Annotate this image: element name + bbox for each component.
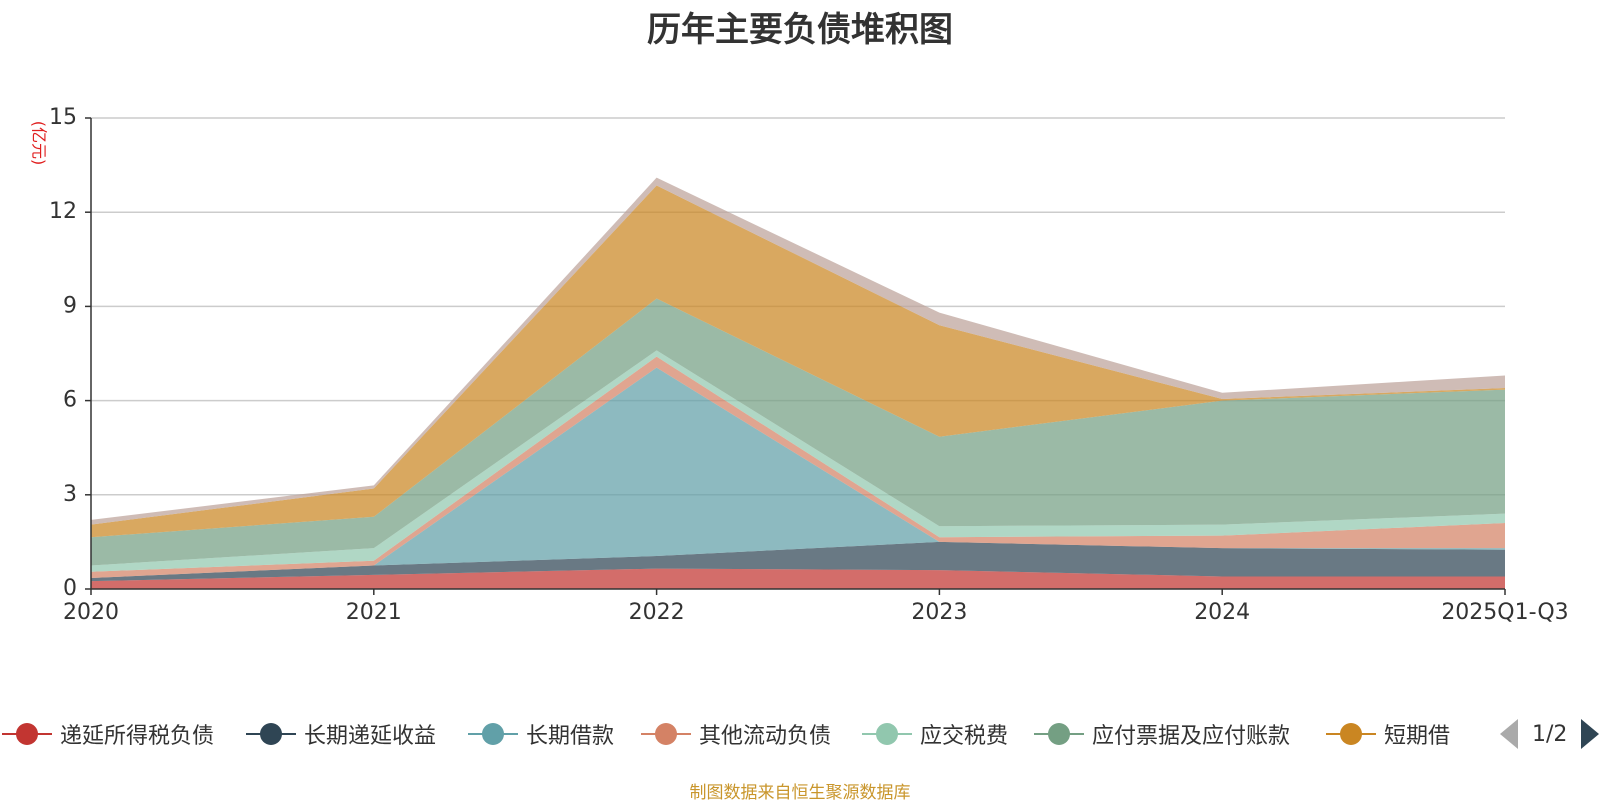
legend-item[interactable]: 短期借 — [1326, 714, 1450, 754]
legend-label: 应付票据及应付账款 — [1092, 724, 1291, 749]
legend-marker-icon — [862, 714, 912, 754]
legend-label: 其他流动负债 — [699, 724, 832, 749]
legend-pager: 1/2 — [1500, 714, 1600, 754]
legend-page-indicator: 1/2 — [1532, 721, 1568, 747]
area-series-2 — [91, 541, 1505, 582]
y-axis-label: (亿元) — [30, 121, 49, 166]
y-tick-label: 3 — [63, 482, 77, 507]
y-tick-label: 9 — [63, 293, 77, 318]
legend-marker-icon — [641, 714, 691, 754]
legend-label: 长期借款 — [526, 724, 615, 749]
x-tick-label: 2021 — [346, 600, 402, 625]
y-tick-label: 6 — [63, 388, 77, 413]
source-note: 制图数据来自恒生聚源数据库 — [689, 783, 911, 803]
y-axis-ticks: 0 3 6 9 12 15 — [49, 105, 91, 601]
area-series-group — [91, 177, 1505, 589]
x-tick-label: 2024 — [1194, 600, 1250, 625]
area-series-7 — [91, 185, 1505, 538]
area-series-8 — [91, 177, 1505, 525]
x-tick-label: 2023 — [911, 600, 967, 625]
legend-marker-icon — [2, 714, 52, 754]
x-tick-label: 2020 — [63, 600, 119, 625]
legend-label: 长期递延收益 — [304, 724, 437, 749]
x-tick-label: 2022 — [629, 600, 685, 625]
chart-title: 历年主要负债堆积图 — [647, 10, 953, 50]
legend-prev-page-icon[interactable] — [1500, 719, 1518, 749]
legend-item[interactable]: 长期递延收益 — [246, 714, 436, 754]
legend-label: 递延所得税负债 — [60, 724, 215, 749]
stacked-area-chart: 0 3 6 9 12 15 2020 2021 2022 2023 2024 2025Q1-Q3 (… — [30, 105, 1569, 625]
legend-label: 短期借 — [1384, 724, 1451, 749]
legend-marker-icon — [1326, 714, 1376, 754]
legend: 递延所得税负债 长期递延收益 长期借款 其他流动负债 应交税费 应付票据及应付账款 短期借 — [0, 714, 1600, 754]
legend-item[interactable]: 长期借款 — [468, 714, 614, 754]
x-axis-ticks: 2020 2021 2022 2023 2024 2025Q1-Q3 — [63, 589, 1569, 625]
legend-item[interactable]: 其他流动负债 — [641, 714, 831, 754]
y-tick-label: 12 — [49, 199, 77, 224]
legend-marker-icon — [1034, 714, 1084, 754]
area-series-1 — [91, 568, 1505, 589]
legend-item[interactable]: 应交税费 — [862, 714, 1008, 754]
legend-label: 应交税费 — [920, 724, 1009, 749]
legend-item[interactable]: 应付票据及应付账款 — [1034, 714, 1290, 754]
y-tick-label: 0 — [63, 576, 77, 601]
legend-marker-icon — [468, 714, 518, 754]
x-tick-label: 2025Q1-Q3 — [1441, 600, 1568, 625]
y-tick-label: 15 — [49, 105, 77, 130]
area-series-6 — [91, 298, 1505, 566]
area-series-3 — [91, 367, 1505, 579]
legend-next-page-icon[interactable] — [1581, 719, 1600, 749]
legend-item[interactable]: 递延所得税负债 — [2, 714, 214, 754]
axes — [90, 118, 1505, 590]
legend-marker-icon — [246, 714, 296, 754]
